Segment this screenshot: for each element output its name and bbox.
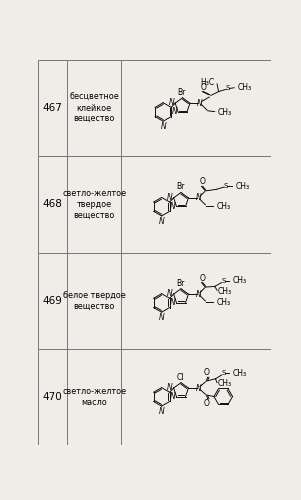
Text: N: N xyxy=(196,384,201,392)
Text: светло-желтое
твердое
вещество: светло-желтое твердое вещество xyxy=(62,190,126,220)
Text: бесцветное
клейкое
вещество: бесцветное клейкое вещество xyxy=(69,93,119,123)
Text: N: N xyxy=(170,392,176,401)
Text: N: N xyxy=(172,107,177,116)
Text: Br: Br xyxy=(176,182,185,192)
Text: N: N xyxy=(167,192,173,202)
Text: O: O xyxy=(204,399,210,408)
Text: S: S xyxy=(226,86,230,91)
Text: CH₃: CH₃ xyxy=(238,83,252,92)
Text: N: N xyxy=(169,98,174,107)
Text: S: S xyxy=(221,370,225,376)
Text: CH₃: CH₃ xyxy=(233,369,247,378)
Text: O: O xyxy=(201,82,207,92)
Text: CH₃: CH₃ xyxy=(218,286,232,296)
Text: N: N xyxy=(161,122,166,132)
Text: O: O xyxy=(199,274,205,282)
Text: Cl: Cl xyxy=(176,372,184,382)
Text: CH₃: CH₃ xyxy=(218,379,232,388)
Text: H₃C: H₃C xyxy=(200,78,214,87)
Text: 470: 470 xyxy=(42,392,62,402)
Text: CH₃: CH₃ xyxy=(236,182,250,191)
Text: N: N xyxy=(159,314,165,322)
Text: N: N xyxy=(159,217,165,226)
Text: N: N xyxy=(167,289,173,298)
Text: белое твердое
вещество: белое твердое вещество xyxy=(63,291,126,310)
Text: N: N xyxy=(196,290,201,298)
Text: N: N xyxy=(170,298,176,307)
Text: 467: 467 xyxy=(42,103,62,113)
Text: N: N xyxy=(197,98,203,108)
Text: O: O xyxy=(199,178,205,186)
Text: 469: 469 xyxy=(42,296,62,306)
Text: светло-желтое
масло: светло-желтое масло xyxy=(62,387,126,406)
Text: S: S xyxy=(221,278,225,284)
Text: Br: Br xyxy=(176,278,185,287)
Text: S: S xyxy=(223,184,228,190)
Text: N: N xyxy=(159,408,165,416)
Text: CH₃: CH₃ xyxy=(216,298,230,307)
Text: CH₃: CH₃ xyxy=(233,276,247,285)
Text: O: O xyxy=(204,368,210,377)
Text: N: N xyxy=(170,202,176,211)
Text: CH₃: CH₃ xyxy=(218,108,232,117)
Text: CH₃: CH₃ xyxy=(216,202,230,211)
Text: 468: 468 xyxy=(42,200,62,209)
Text: Br: Br xyxy=(178,88,186,96)
Text: N: N xyxy=(196,194,201,202)
Text: N: N xyxy=(167,383,173,392)
